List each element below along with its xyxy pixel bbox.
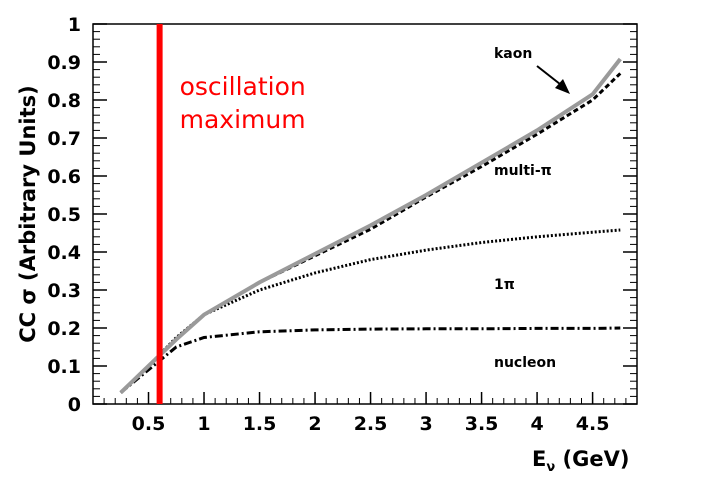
y-tick-label: 0.2	[47, 318, 81, 340]
series-line-nucleon	[119, 326, 621, 394]
x-tick-label: 3	[419, 413, 432, 435]
kaon-arrow-head	[555, 79, 570, 94]
oscillation-label: oscillation	[180, 72, 306, 101]
x-tick-label: 4	[530, 413, 543, 435]
nucleon-label: nucleon	[494, 355, 556, 371]
series-line-kaon	[119, 57, 622, 395]
y-tick-label: 0.7	[47, 128, 81, 150]
axis-ticks: 0 0.1 0.2 0.3 0.4 0.5 0.6 0.7 0.8 0.9 1 0.5 1 1.5 2 2.5…	[47, 14, 637, 435]
kaon-label: kaon	[494, 46, 532, 62]
x-tick-label: 1.5	[243, 413, 277, 435]
y-tick-label: 0	[68, 394, 81, 416]
x-tick-label: 1	[197, 413, 210, 435]
maximum-label: maximum	[180, 105, 306, 134]
series-layer	[119, 57, 622, 395]
x-axis-title: Eν (GeV)	[532, 447, 629, 475]
y-tick-label: 0.4	[47, 242, 81, 264]
y-tick-label: 0.3	[47, 280, 81, 302]
series-line-1-	[119, 228, 621, 394]
x-tick-label: 2	[308, 413, 321, 435]
y-tick-label: 0.1	[47, 356, 81, 378]
x-tick-label: 4.5	[576, 413, 610, 435]
x-tick-label: 3.5	[465, 413, 499, 435]
x-tick-label: 2.5	[354, 413, 388, 435]
multi-pi-label: multi-π	[494, 163, 552, 179]
one-pi-label: 1π	[494, 277, 515, 293]
x-tick-label: 0.5	[132, 413, 166, 435]
y-tick-label: 0.9	[47, 52, 81, 74]
y-tick-label: 0.8	[47, 90, 81, 112]
y-tick-label: 0.6	[47, 166, 81, 188]
y-tick-label: 1	[68, 14, 81, 36]
y-tick-label: 0.5	[47, 204, 81, 226]
y-axis-title: CC σ (Arbitrary Units)	[16, 85, 40, 343]
